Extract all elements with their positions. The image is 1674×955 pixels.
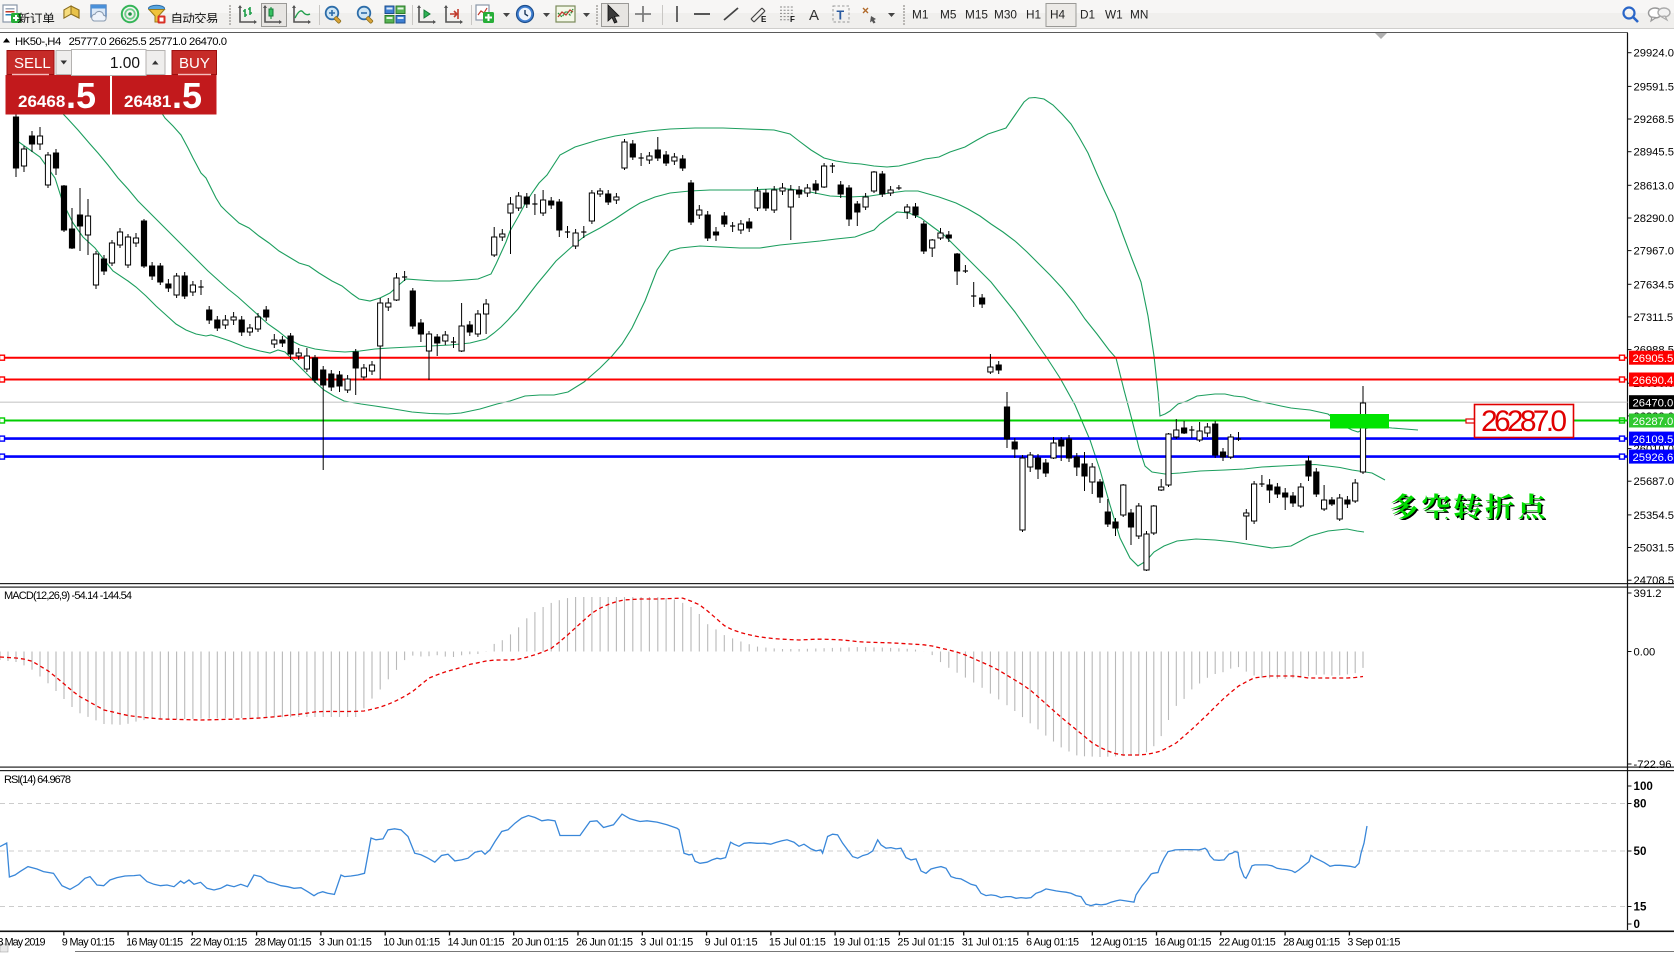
svg-text:SELL: SELL [14,55,51,72]
svg-text:9 Jul 01:15: 9 Jul 01:15 [705,937,758,949]
svg-text:W1: W1 [1105,8,1123,22]
svg-text:.5: .5 [66,75,96,116]
svg-text:31 Jul 01:15: 31 Jul 01:15 [962,937,1019,949]
svg-text:25031.5: 25031.5 [1634,543,1674,555]
svg-text:25687.0: 25687.0 [1634,476,1674,488]
svg-text:20 Jun 01:15: 20 Jun 01:15 [512,937,569,949]
svg-text:3 May 2019: 3 May 2019 [0,937,46,949]
svg-text:10 Jun 01:15: 10 Jun 01:15 [383,937,440,949]
svg-text:15 Jul 01:15: 15 Jul 01:15 [769,937,826,949]
svg-text:28945.5: 28945.5 [1634,147,1674,159]
svg-text:26287.0: 26287.0 [1481,405,1567,438]
svg-text:22 May 01:15: 22 May 01:15 [190,937,247,949]
svg-text:-722.96: -722.96 [1634,759,1672,771]
svg-text:29924.0: 29924.0 [1634,48,1674,60]
svg-text:26468: 26468 [18,92,65,111]
svg-text:0: 0 [1634,918,1640,931]
svg-text:25354.5: 25354.5 [1634,510,1674,522]
svg-text:HK50-,H4 25777.0 26625.5 2577: HK50-,H4 25777.0 26625.5 25771.0 26470.0 [15,36,227,48]
svg-text:26109.5: 26109.5 [1633,434,1674,446]
svg-text:28 May 01:15: 28 May 01:15 [255,937,312,949]
svg-text:1.00: 1.00 [110,55,141,72]
svg-text:19 Jul 01:15: 19 Jul 01:15 [833,937,890,949]
svg-text:15: 15 [1634,901,1647,914]
svg-text:M5: M5 [940,8,957,22]
svg-text:MACD(12,26,9) -54.14 -144.54: MACD(12,26,9) -54.14 -144.54 [4,590,132,602]
svg-text:26905.5: 26905.5 [1633,353,1674,365]
svg-text:12 Aug 01:15: 12 Aug 01:15 [1090,937,1147,949]
svg-text:25 Jul 01:15: 25 Jul 01:15 [897,937,954,949]
svg-text:M30: M30 [994,8,1017,22]
svg-text:F: F [790,15,795,24]
svg-text:22 Aug 01:15: 22 Aug 01:15 [1219,937,1276,949]
svg-text:3 Sep 01:15: 3 Sep 01:15 [1347,937,1400,949]
svg-text:28613.0: 28613.0 [1634,180,1674,192]
svg-text:E: E [761,15,767,24]
svg-text:BUY: BUY [179,55,210,72]
svg-text:16 Aug 01:15: 16 Aug 01:15 [1155,937,1212,949]
svg-text:3 Jun 01:15: 3 Jun 01:15 [319,937,372,949]
svg-text:391.2: 391.2 [1634,588,1662,600]
svg-text:29268.5: 29268.5 [1634,114,1674,126]
svg-text:26481: 26481 [124,92,171,111]
svg-text:.5: .5 [172,75,202,116]
svg-text:6 Aug 01:15: 6 Aug 01:15 [1026,937,1079,949]
svg-text:26470.0: 26470.0 [1633,398,1674,410]
svg-text:16 May 01:15: 16 May 01:15 [126,937,183,949]
svg-text:D1: D1 [1080,8,1095,22]
svg-text:27311.5: 27311.5 [1634,312,1674,324]
svg-text:80: 80 [1634,798,1647,811]
svg-text:14 Jun 01:15: 14 Jun 01:15 [448,937,505,949]
svg-text:27634.5: 27634.5 [1634,279,1674,291]
svg-text:H4: H4 [1050,8,1066,22]
svg-text:28 Aug 01:15: 28 Aug 01:15 [1283,937,1340,949]
svg-text:24708.5: 24708.5 [1634,575,1674,587]
svg-text:50: 50 [1634,845,1647,858]
svg-text:3 Jul 01:15: 3 Jul 01:15 [640,937,693,949]
svg-text:25926.6: 25926.6 [1633,452,1674,464]
svg-text:100: 100 [1634,780,1653,793]
svg-text:28290.0: 28290.0 [1634,213,1674,225]
svg-text:27967.0: 27967.0 [1634,246,1674,258]
svg-text:A: A [809,7,819,24]
svg-text:9 May 01:15: 9 May 01:15 [62,937,115,949]
svg-text:M15: M15 [965,8,988,22]
svg-text:26287.0: 26287.0 [1633,416,1674,428]
svg-text:MN: MN [1130,8,1148,22]
svg-text:T: T [837,9,845,23]
svg-text:RSI(14) 64.9678: RSI(14) 64.9678 [4,774,71,786]
svg-text:H1: H1 [1026,8,1041,22]
svg-text:29591.5: 29591.5 [1634,81,1674,93]
svg-text:0.00: 0.00 [1634,647,1656,659]
svg-text:26 Jun 01:15: 26 Jun 01:15 [576,937,633,949]
svg-text:26690.4: 26690.4 [1633,375,1674,387]
svg-text:M1: M1 [912,8,928,22]
